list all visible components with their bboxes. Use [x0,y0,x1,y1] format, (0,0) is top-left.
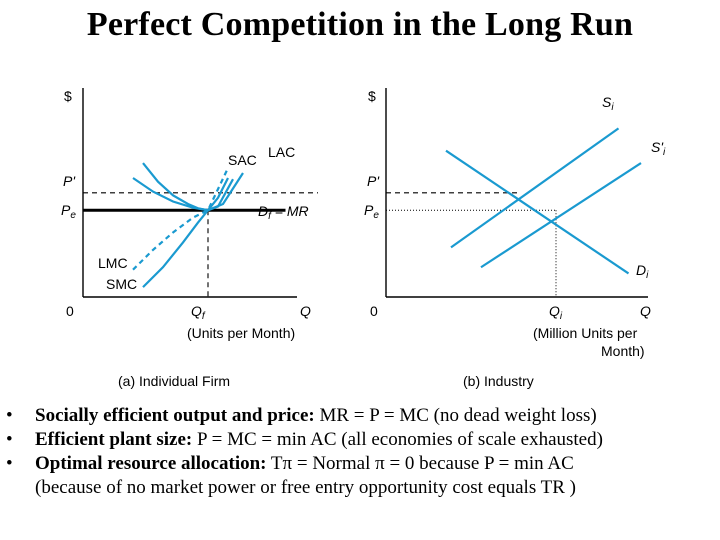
bullet-text-continued: (because of no market power or free entr… [35,477,576,498]
bullet-dot: • [6,405,13,426]
panel-b-x-axis-label: (Million Units per Month) [533,325,645,359]
panel-b-qi-label: Qi [549,303,563,322]
panel-a-qf-label: Qf [191,303,206,322]
bullet-heading: Optimal resource allocation: [35,453,267,474]
panel-a-individual-firm: $ P' Pe 0 Qf Q (Units per Month) SAC LAC… [61,88,318,389]
panel-a-smc-curve [142,177,229,288]
panel-a-lac-label: LAC [268,144,295,160]
panel-a-demand-mr-label: Df = MR [258,203,309,222]
panel-a-lmc-label: LMC [98,255,128,271]
panel-a-sac-label: SAC [228,152,257,168]
panel-a-q-end-label: Q [300,303,311,319]
slide-title: Perfect Competition in the Long Run [86,6,634,43]
panel-b-si-label: Si [602,94,614,113]
bullet-heading: Socially efficient output and price: [35,405,315,426]
panel-b-industry: $ P' Pe 0 Qi Q (Million Units per Month) … [364,88,666,389]
panel-a-caption: (a) Individual Firm [118,373,230,389]
panel-a-sac-curve [132,177,234,212]
bullet-item: • Optimal resource allocation: Tπ = Norm… [0,452,720,500]
panel-a-lmc-curve [132,167,229,271]
bullet-list: • Socially efficient output and price: M… [0,404,720,500]
panel-b-si-curve [450,127,620,249]
panel-b-origin-label: 0 [370,303,378,319]
panel-a-smc-label: SMC [106,276,137,292]
bullet-item: • Socially efficient output and price: M… [0,404,720,428]
panel-b-q-end-label: Q [640,303,651,319]
panel-b-caption: (b) Industry [463,373,534,389]
panel-a-pe-label: Pe [61,202,76,221]
bullet-text: MR = P = MC (no dead weight loss) [314,405,597,426]
bullet-item: • Efficient plant size: P = MC = min AC … [0,428,720,452]
panel-b-s-prime-i-label: S'i [651,139,666,158]
bullet-dot: • [6,453,13,474]
bullet-text: Tπ = Normal π = 0 because P = min AC [266,453,574,474]
panel-a-pprime-label: P' [63,173,76,189]
bullet-heading: Efficient plant size: [35,429,193,450]
panel-b-pprime-label: P' [367,173,380,189]
panel-b-pe-label: Pe [364,202,379,221]
panel-a-lac-curve [142,162,244,212]
panel-a-y-axis-label: $ [64,88,72,104]
bullet-dot: • [6,429,13,450]
bullet-text: P = MC = min AC (all economies of scale … [192,429,603,450]
panel-b-di-label: Di [636,262,649,281]
panel-a-origin-label: 0 [66,303,74,319]
panel-b-y-axis-label: $ [368,88,376,104]
panel-b-di-curve [445,149,630,275]
economics-figure: $ P' Pe 0 Qf Q (Units per Month) SAC LAC… [61,88,666,389]
panel-a-x-axis-label: (Units per Month) [187,325,295,341]
panel-b-s-prime-i-curve [480,162,642,269]
